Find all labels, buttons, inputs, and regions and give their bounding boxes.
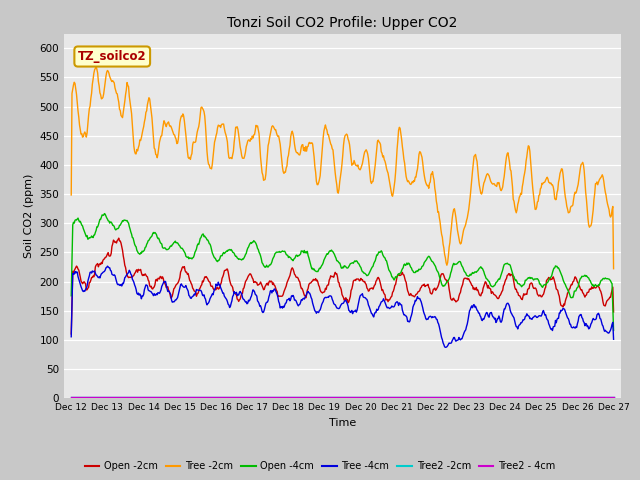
Legend: Open -2cm, Tree -2cm, Open -4cm, Tree -4cm, Tree2 -2cm, Tree2 - 4cm: Open -2cm, Tree -2cm, Open -4cm, Tree -4…: [81, 457, 559, 475]
Title: Tonzi Soil CO2 Profile: Upper CO2: Tonzi Soil CO2 Profile: Upper CO2: [227, 16, 458, 30]
Text: TZ_soilco2: TZ_soilco2: [78, 50, 147, 63]
X-axis label: Time: Time: [329, 418, 356, 428]
Y-axis label: Soil CO2 (ppm): Soil CO2 (ppm): [24, 174, 34, 258]
